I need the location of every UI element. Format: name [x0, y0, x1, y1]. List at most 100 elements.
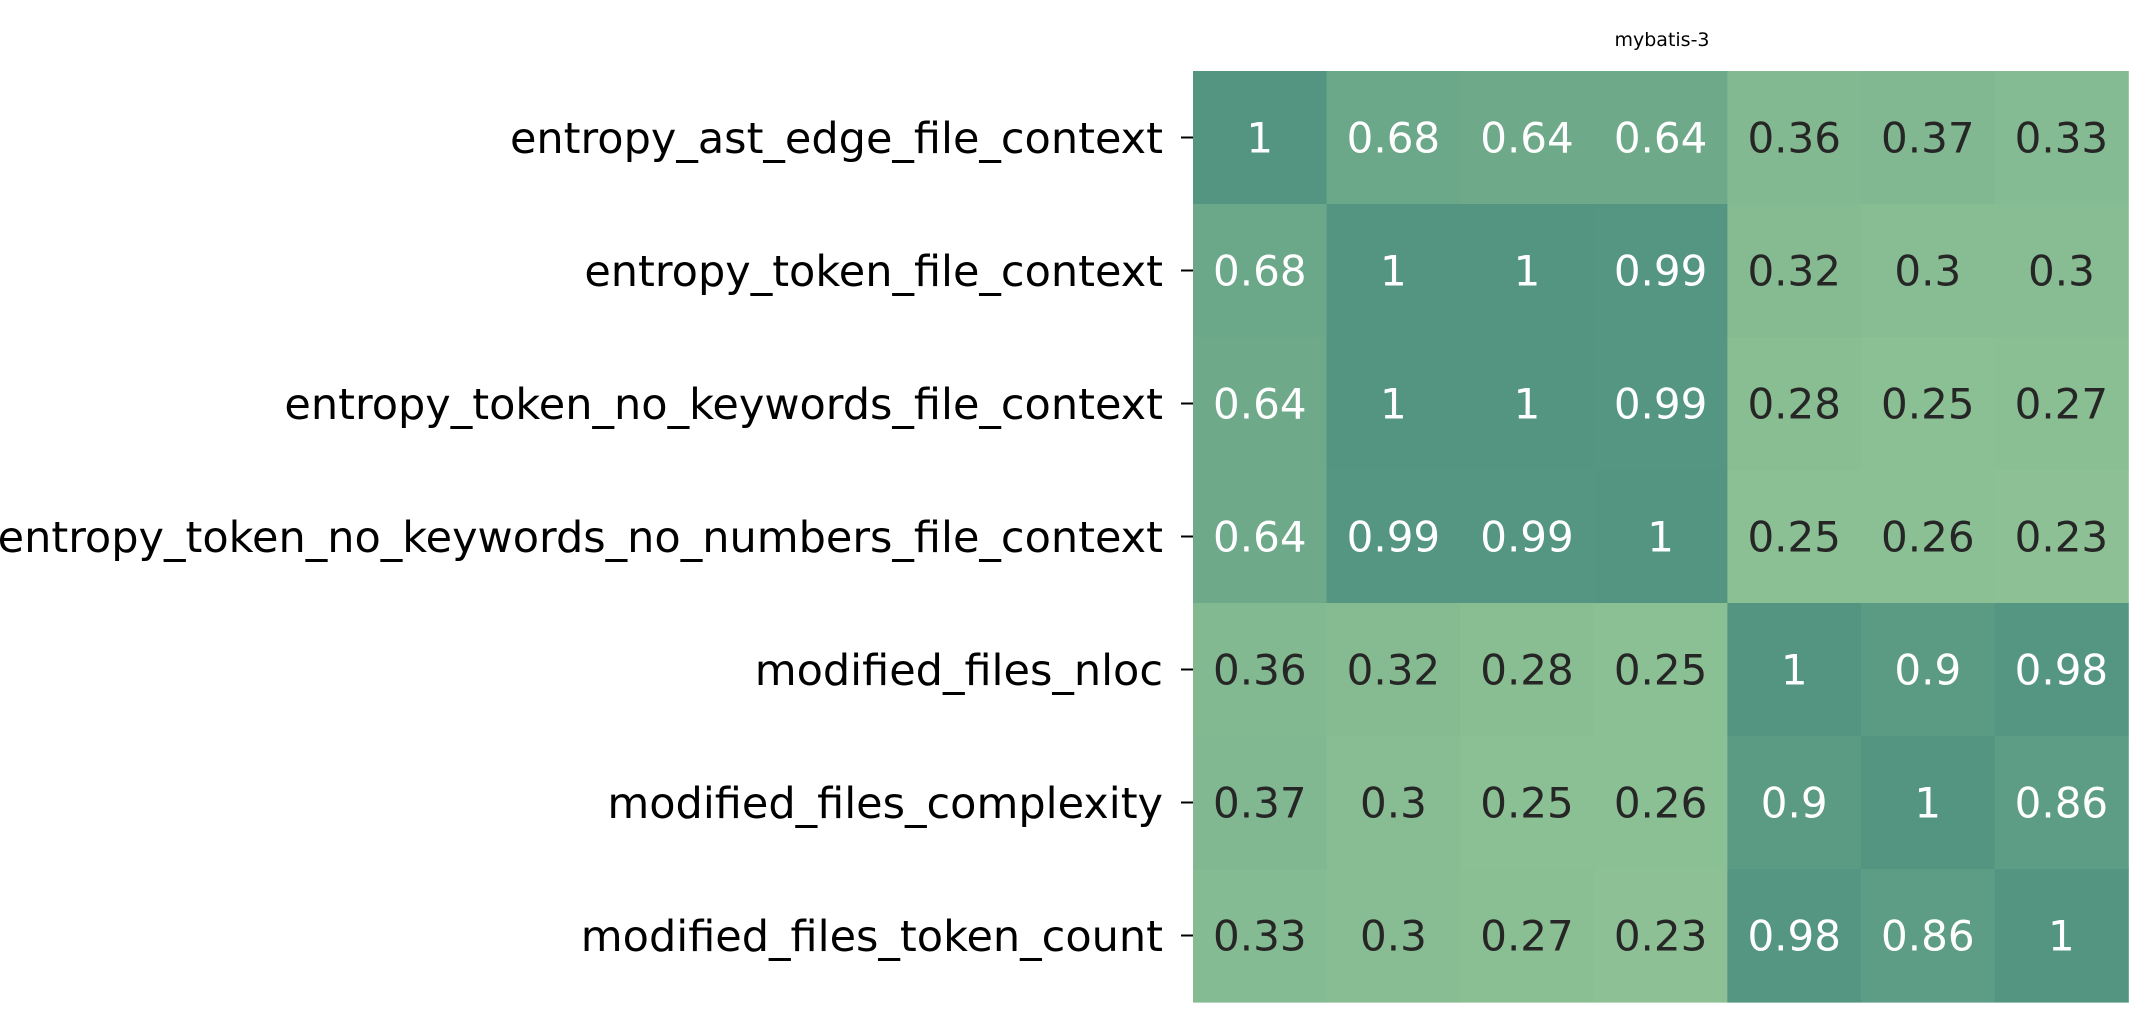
y-tick-label: entropy_token_no_keywords_no_numbers_fil…: [0, 513, 1163, 563]
heatmap-cell: [1727, 337, 1862, 471]
cell-value-label: 1: [1914, 779, 1941, 828]
cell-value-label: 0.9: [1894, 646, 1961, 695]
cell-value-label: 0.28: [1480, 646, 1574, 695]
heatmap-cells: [1193, 71, 2129, 1003]
cell-value-label: 1: [1380, 380, 1407, 429]
heatmap-cell: [1460, 736, 1595, 870]
heatmap-cell: [1593, 869, 1728, 1003]
cell-value-label: 0.98: [2015, 646, 2109, 695]
cell-value-labels: 1 0.68 0.64 0.64 0.36 0.37 0.33 0.68 1 1 0.99 0.32 0…: [1213, 114, 2108, 961]
cell-value-label: 0.9: [1761, 779, 1828, 828]
cell-value-label: 1: [1380, 247, 1407, 296]
heatmap-cell: [1593, 204, 1728, 338]
heatmap-cell: [1193, 736, 1328, 870]
cell-value-label: 0.99: [1347, 513, 1441, 562]
cell-value-label: 0.3: [2028, 247, 2095, 296]
heatmap-cell: [1326, 337, 1461, 471]
cell-value-label: 0.3: [1360, 912, 1427, 961]
heatmap-cell: [1326, 603, 1461, 737]
cell-value-label: 0.36: [1747, 114, 1841, 163]
cell-value-label: 1: [1514, 247, 1541, 296]
heatmap-cell: [1727, 71, 1862, 205]
cell-value-label: 0.99: [1614, 380, 1708, 429]
heatmap-cell: [1193, 204, 1328, 338]
heatmap-cell: [1593, 736, 1728, 870]
heatmap-cell: [1861, 736, 1996, 870]
heatmap-cell: [1193, 337, 1328, 471]
heatmap-cell: [1727, 204, 1862, 338]
heatmap-cell: [1727, 603, 1862, 737]
heatmap-cell: [1727, 470, 1862, 604]
cell-value-label: 0.64: [1614, 114, 1708, 163]
heatmap-cell: [1193, 470, 1328, 604]
y-tick-label: entropy_ast_edge_file_context: [510, 114, 1163, 164]
heatmap-cell: [1994, 204, 2129, 338]
cell-value-label: 0.3: [1360, 779, 1427, 828]
cell-value-label: 0.64: [1480, 114, 1574, 163]
heatmap-cell: [1460, 204, 1595, 338]
heatmap-cell: [1460, 869, 1595, 1003]
cell-value-label: 1: [1647, 513, 1674, 562]
y-tick-label: modified_files_complexity: [607, 779, 1163, 829]
cell-value-label: 0.33: [1213, 912, 1307, 961]
cell-value-label: 0.36: [1213, 646, 1307, 695]
cell-value-label: 0.27: [1480, 912, 1574, 961]
cell-value-label: 0.99: [1614, 247, 1708, 296]
heatmap-cell: [1460, 337, 1595, 471]
heatmap-cell: [1861, 204, 1996, 338]
y-axis-ticks: [1181, 136, 1193, 937]
cell-value-label: 0.68: [1347, 114, 1441, 163]
heatmap-cell: [1193, 71, 1328, 205]
cell-value-label: 0.25: [1614, 646, 1708, 695]
heatmap-cell: [1861, 869, 1996, 1003]
cell-value-label: 0.86: [1881, 912, 1975, 961]
cell-value-label: 0.23: [2015, 513, 2109, 562]
heatmap-cell: [1460, 470, 1595, 604]
heatmap-cell: [1593, 337, 1728, 471]
chart-title: mybatis-3: [1614, 29, 1709, 51]
heatmap-cell: [1593, 470, 1728, 604]
cell-value-label: 0.64: [1213, 513, 1307, 562]
heatmap-cell: [1861, 337, 1996, 471]
cell-value-label: 0.26: [1881, 513, 1975, 562]
cell-value-label: 0.3: [1894, 247, 1961, 296]
heatmap-cell: [1994, 869, 2129, 1003]
heatmap-cell: [1994, 470, 2129, 604]
heatmap-cell: [1861, 470, 1996, 604]
y-tick-label: modified_files_token_count: [581, 912, 1163, 962]
heatmap-cell: [1326, 204, 1461, 338]
cell-value-label: 0.32: [1347, 646, 1441, 695]
y-tick-label: entropy_token_file_context: [584, 247, 1163, 297]
cell-value-label: 0.33: [2015, 114, 2109, 163]
heatmap-cell: [1727, 869, 1862, 1003]
cell-value-label: 0.64: [1213, 380, 1307, 429]
cell-value-label: 0.99: [1480, 513, 1574, 562]
heatmap-cell: [1326, 736, 1461, 870]
cell-value-label: 0.37: [1213, 779, 1307, 828]
heatmap-cell: [1994, 603, 2129, 737]
heatmap-cell: [1193, 603, 1328, 737]
cell-value-label: 0.32: [1747, 247, 1841, 296]
heatmap-cell: [1994, 736, 2129, 870]
cell-value-label: 0.25: [1881, 380, 1975, 429]
heatmap-cell: [1326, 470, 1461, 604]
cell-value-label: 0.23: [1614, 912, 1708, 961]
heatmap-cell: [1326, 71, 1461, 205]
heatmap-cell: [1593, 603, 1728, 737]
cell-value-label: 0.27: [2015, 380, 2109, 429]
cell-value-label: 1: [2048, 912, 2075, 961]
heatmap-cell: [1994, 71, 2129, 205]
cell-value-label: 0.68: [1213, 247, 1307, 296]
cell-value-label: 0.26: [1614, 779, 1708, 828]
cell-value-label: 1: [1246, 114, 1273, 163]
y-tick-label: modified_files_nloc: [755, 646, 1163, 696]
heatmap-cell: [1326, 869, 1461, 1003]
cell-value-label: 0.25: [1480, 779, 1574, 828]
heatmap-cell: [1460, 603, 1595, 737]
cell-value-label: 0.28: [1747, 380, 1841, 429]
cell-value-label: 0.98: [1747, 912, 1841, 961]
cell-value-label: 1: [1514, 380, 1541, 429]
cell-value-label: 0.37: [1881, 114, 1975, 163]
